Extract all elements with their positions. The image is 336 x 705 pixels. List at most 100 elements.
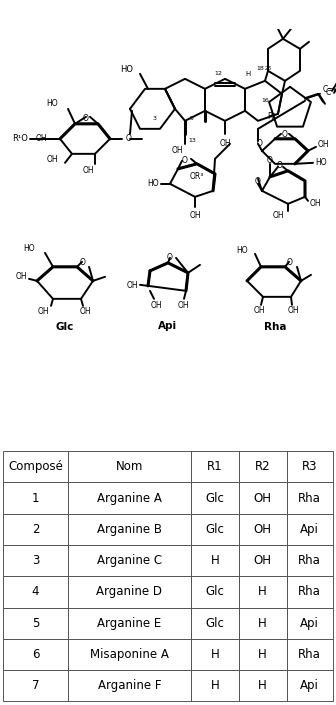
Text: Api: Api [300, 523, 319, 536]
Text: R1: R1 [207, 460, 223, 473]
Bar [239, 670, 287, 701]
Text: OH: OH [126, 281, 138, 290]
Text: H: H [258, 585, 267, 599]
Text: HO: HO [24, 245, 35, 253]
Bar [239, 639, 287, 670]
Text: 4: 4 [32, 585, 39, 599]
Bar [191, 545, 239, 577]
Bar [287, 514, 333, 545]
Text: Arganine D: Arganine D [96, 585, 162, 599]
Text: Api: Api [300, 617, 319, 630]
Bar [68, 451, 191, 482]
Text: 16: 16 [261, 98, 269, 104]
Bar [191, 608, 239, 639]
Text: H: H [245, 70, 251, 77]
Text: O: O [80, 258, 86, 267]
Text: Arganine B: Arganine B [97, 523, 162, 536]
Text: HO: HO [236, 246, 248, 255]
Text: OH: OH [253, 306, 265, 315]
Text: Glc: Glc [206, 585, 224, 599]
Text: H: H [258, 648, 267, 661]
Text: H: H [211, 554, 219, 568]
Text: Rha: Rha [298, 554, 321, 568]
Bar [287, 608, 333, 639]
Text: R3: R3 [302, 460, 317, 473]
Bar [3, 451, 68, 482]
Bar [239, 451, 287, 482]
Bar [3, 514, 68, 545]
Bar [287, 670, 333, 701]
Text: OH: OH [318, 140, 330, 149]
Text: O: O [267, 157, 273, 166]
Bar [287, 482, 333, 514]
Text: O: O [255, 178, 261, 186]
Text: Arganine F: Arganine F [97, 680, 161, 692]
Text: OH: OH [171, 147, 183, 155]
Text: H: H [211, 648, 219, 661]
Bar [287, 545, 333, 577]
Text: OH: OH [150, 301, 162, 309]
Bar [191, 451, 239, 482]
Bar [239, 577, 287, 608]
Text: Api: Api [159, 321, 177, 331]
Text: 5: 5 [32, 617, 39, 630]
Text: OH: OH [82, 166, 94, 175]
Text: 12: 12 [214, 71, 222, 76]
Text: R²: R² [268, 112, 276, 121]
Text: OH: OH [254, 554, 272, 568]
Text: HO: HO [120, 66, 133, 74]
Text: OH: OH [254, 523, 272, 536]
Text: 13: 13 [188, 138, 196, 143]
Text: Nom: Nom [116, 460, 143, 473]
Bar [191, 577, 239, 608]
Text: O: O [277, 161, 283, 171]
Text: 1: 1 [32, 491, 39, 505]
Text: 2: 2 [32, 523, 39, 536]
Text: H: H [211, 680, 219, 692]
Text: OH: OH [219, 139, 231, 148]
Bar [68, 482, 191, 514]
Bar [191, 514, 239, 545]
Text: 28: 28 [264, 66, 271, 71]
Bar [68, 608, 191, 639]
Bar [239, 514, 287, 545]
Text: R¹O: R¹O [12, 135, 28, 143]
Text: Glc: Glc [206, 491, 224, 505]
Bar [68, 545, 191, 577]
Text: O: O [282, 130, 288, 140]
Text: OH: OH [287, 306, 299, 315]
Bar [239, 545, 287, 577]
Bar [3, 545, 68, 577]
Bar [68, 639, 191, 670]
Text: HO: HO [148, 179, 159, 188]
Text: 5: 5 [190, 116, 194, 121]
Text: HO: HO [46, 99, 58, 109]
Text: Misaponine A: Misaponine A [90, 648, 169, 661]
Text: Glc: Glc [56, 322, 74, 332]
Bar [191, 670, 239, 701]
Text: H: H [258, 617, 267, 630]
Text: OH: OH [35, 135, 47, 143]
Text: OH: OH [189, 211, 201, 220]
Text: 6: 6 [32, 648, 39, 661]
Text: C=O: C=O [323, 85, 336, 94]
Text: 3: 3 [32, 554, 39, 568]
Text: Rha: Rha [264, 322, 286, 332]
Text: OR³: OR³ [190, 172, 204, 181]
Bar [239, 482, 287, 514]
Text: OH: OH [79, 307, 91, 316]
Bar [3, 608, 68, 639]
Text: Rha: Rha [298, 491, 321, 505]
Text: O: O [287, 258, 293, 267]
Text: O: O [167, 253, 173, 262]
Text: OH: OH [310, 200, 322, 209]
Text: Composé: Composé [8, 460, 63, 473]
Text: R2: R2 [255, 460, 270, 473]
Text: OH: OH [254, 491, 272, 505]
Bar [68, 514, 191, 545]
Bar [287, 639, 333, 670]
Text: O: O [257, 140, 263, 148]
Bar [3, 670, 68, 701]
Text: OH: OH [15, 272, 27, 281]
Bar [68, 577, 191, 608]
